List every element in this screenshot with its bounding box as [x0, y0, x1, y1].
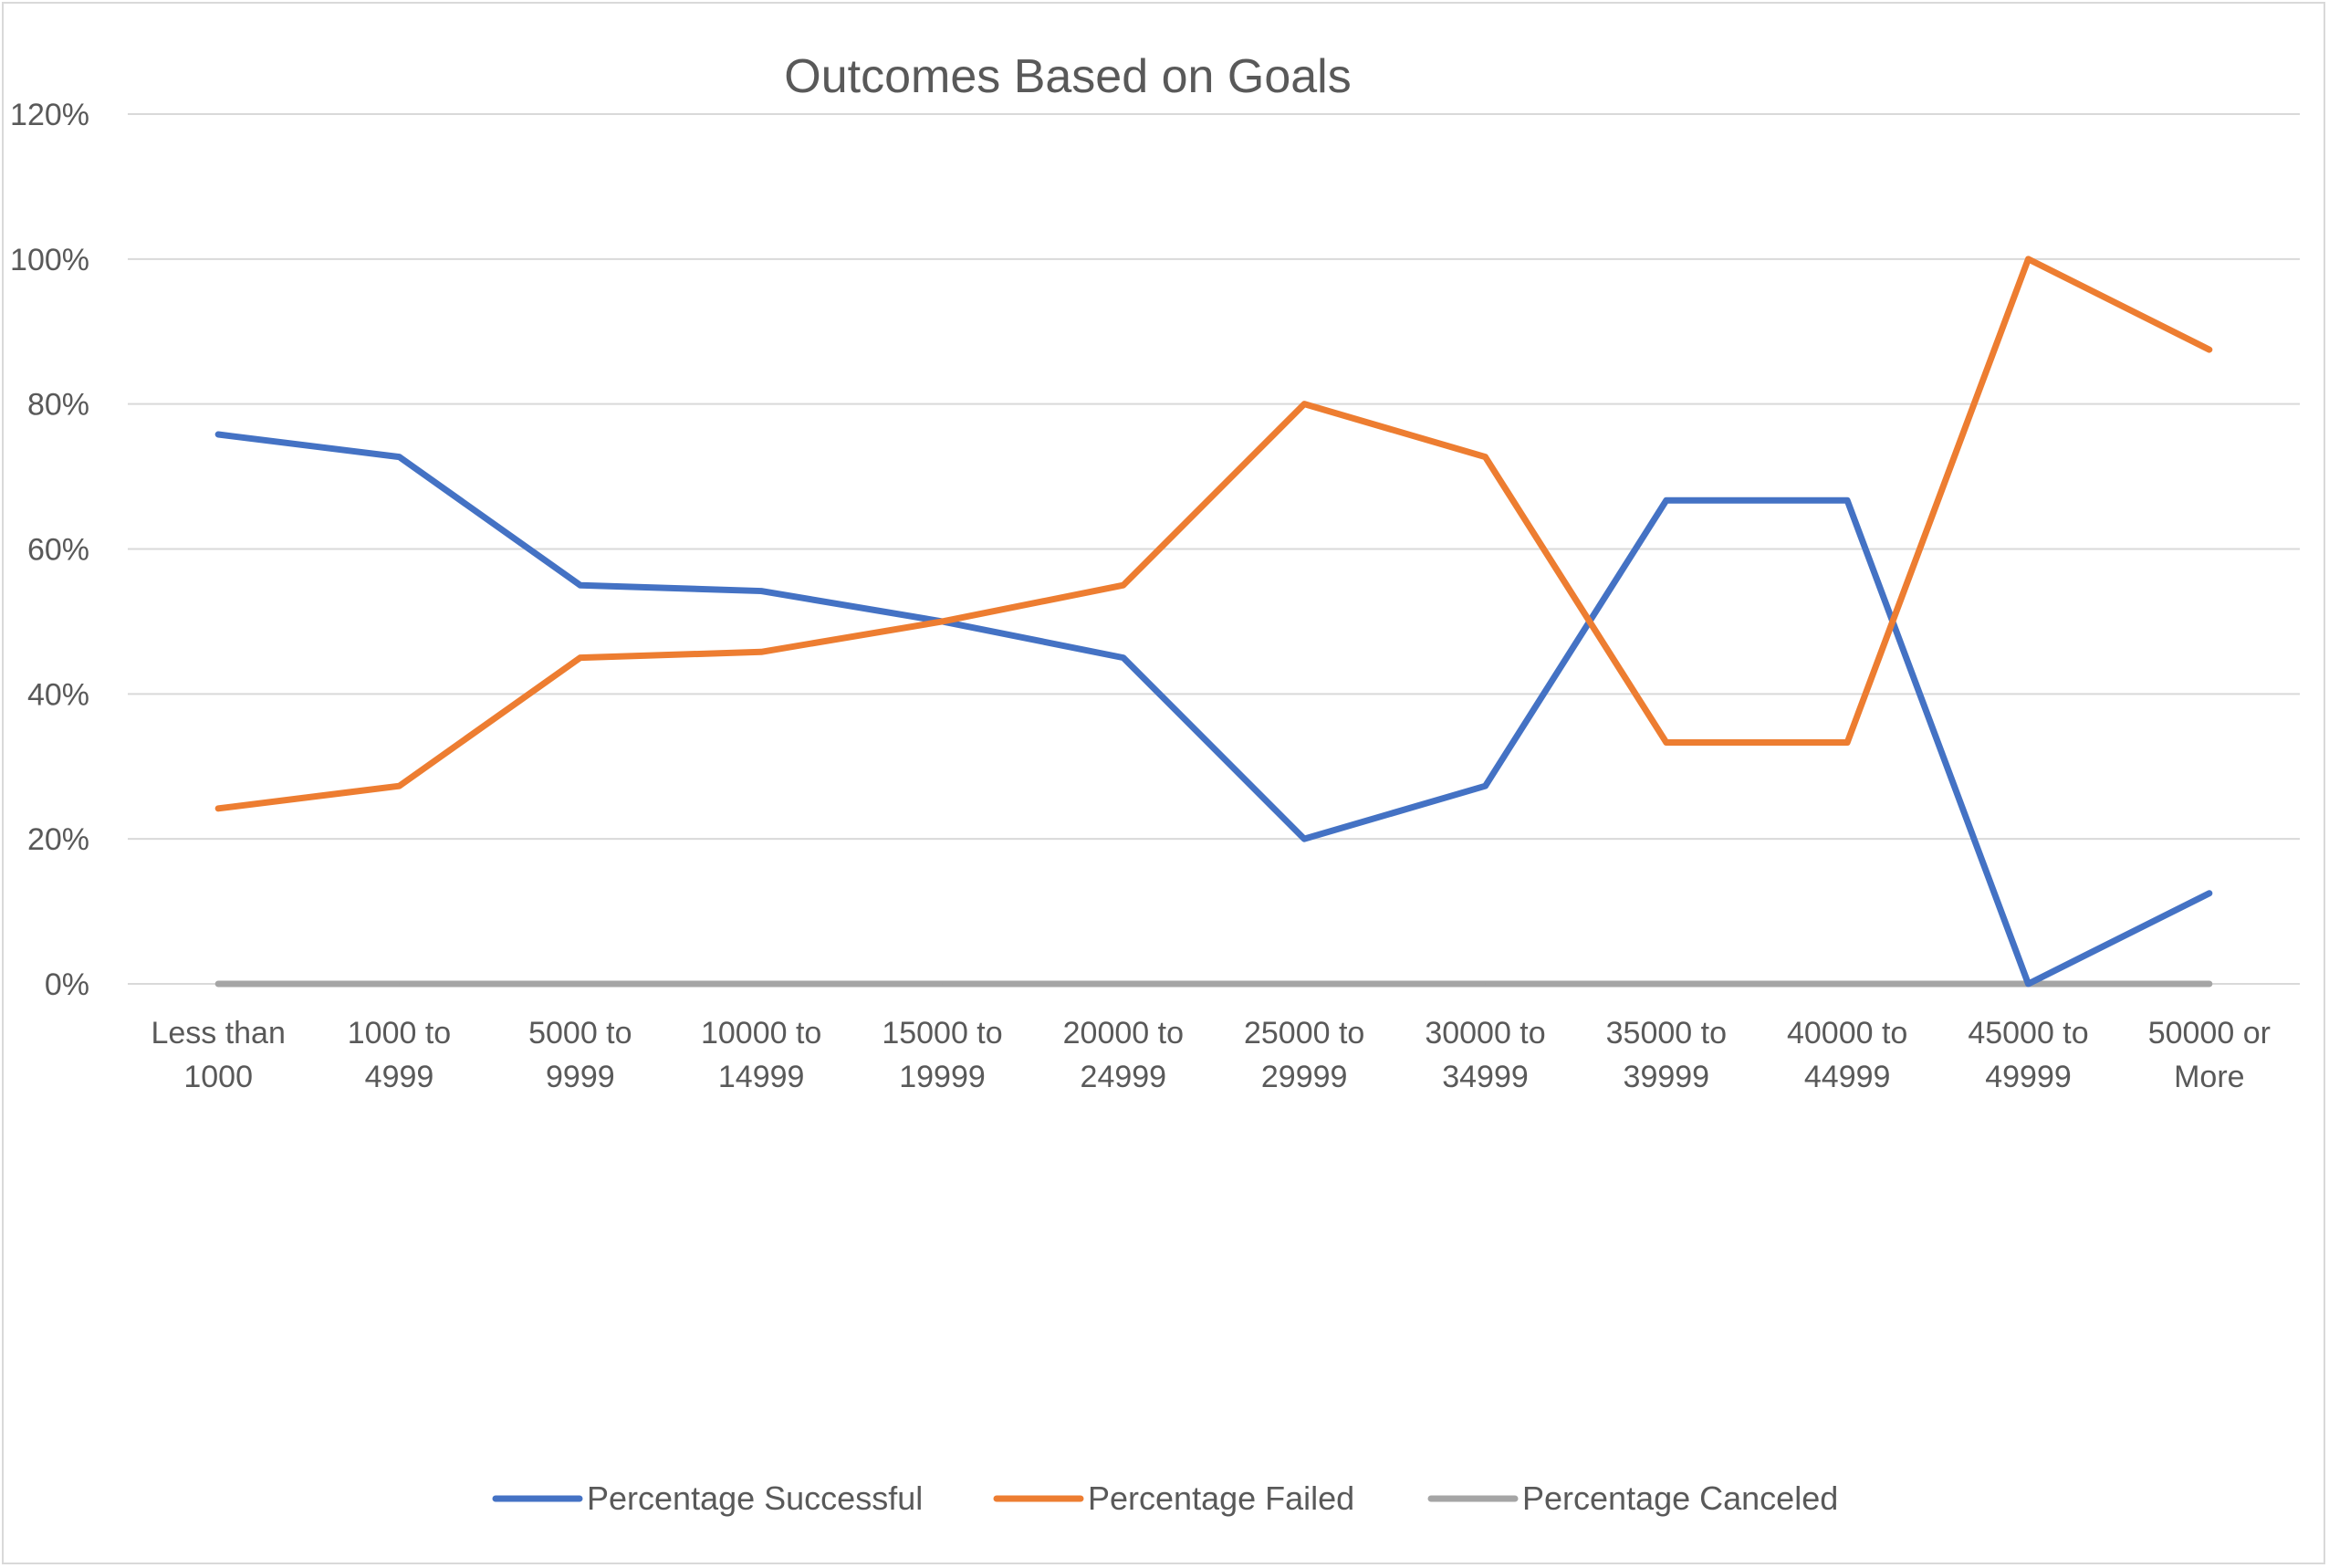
data-point	[217, 807, 220, 810]
data-point	[760, 590, 763, 592]
data-point	[1665, 983, 1667, 985]
data-point	[2208, 983, 2210, 985]
series-line-percentage-successful	[214, 431, 2213, 988]
y-tick-label: 80%	[27, 388, 89, 423]
data-point	[398, 983, 401, 985]
data-point	[1846, 499, 1849, 502]
data-point	[1303, 983, 1306, 985]
data-point	[1303, 838, 1306, 841]
data-point	[2027, 983, 2030, 985]
y-tick-label: 0%	[45, 967, 89, 1002]
data-point	[941, 620, 944, 622]
x-tick-label: Less than 1000	[151, 1016, 285, 1094]
data-point	[2208, 349, 2210, 351]
data-point	[941, 983, 944, 985]
data-point	[1484, 455, 1487, 458]
x-axis-ticks: Less than 1000 1000 to 4999 5000 to 9999 10000…	[151, 1016, 2271, 1094]
x-tick-label: 45000 to 49999	[1968, 1016, 2088, 1094]
y-tick-label: 20%	[27, 822, 89, 857]
x-tick-label: 25000 to 29999	[1244, 1016, 1364, 1094]
data-point	[398, 785, 401, 788]
y-tick-label: 40%	[27, 677, 89, 712]
y-tick-label: 100%	[10, 243, 89, 277]
data-point	[579, 656, 581, 659]
series-line-percentage-failed	[214, 256, 2213, 812]
data-point	[1665, 741, 1667, 744]
x-tick-label: 35000 to 39999	[1606, 1016, 1727, 1094]
chart-title: Outcomes Based on Goals	[784, 50, 1351, 103]
x-tick-label: 20000 to 24999	[1063, 1016, 1184, 1094]
data-point	[2208, 892, 2210, 894]
data-point	[1303, 402, 1306, 405]
data-point	[2027, 257, 2030, 260]
data-point	[1846, 741, 1849, 744]
data-point	[579, 584, 581, 587]
data-point	[398, 455, 401, 458]
data-point	[217, 983, 220, 985]
data-point	[1122, 656, 1124, 659]
x-tick-label: 30000 to 34999	[1425, 1016, 1545, 1094]
y-tick-label: 120%	[10, 98, 89, 132]
data-point	[1484, 983, 1487, 985]
x-tick-label: 15000 to 19999	[882, 1016, 1002, 1094]
y-tick-label: 60%	[27, 533, 89, 568]
x-tick-label: 10000 to 14999	[701, 1016, 821, 1094]
data-point	[1484, 785, 1487, 788]
data-point	[579, 983, 581, 985]
legend-label: Percentage Failed	[1088, 1479, 1354, 1517]
x-tick-label: 50000 or More	[2148, 1016, 2271, 1094]
data-point	[760, 651, 763, 653]
series-lines	[214, 256, 2213, 988]
data-point	[760, 983, 763, 985]
legend-label: Percentage Canceled	[1522, 1479, 1838, 1517]
gridlines	[128, 113, 2300, 985]
data-point	[217, 434, 220, 436]
x-tick-label: 1000 to 4999	[348, 1016, 451, 1094]
data-point	[1122, 983, 1124, 985]
y-axis-ticks: 0% 20% 40% 60% 80% 100% 120%	[10, 98, 89, 1002]
data-point	[1846, 983, 1849, 985]
x-tick-label: 5000 to 9999	[528, 1016, 632, 1094]
x-tick-label: 40000 to 44999	[1787, 1016, 1907, 1094]
data-point	[1122, 584, 1124, 587]
legend: Percentage Successful Percentage Failed Pe…	[492, 1479, 1838, 1517]
legend-label: Percentage Successful	[587, 1479, 923, 1517]
data-point	[1665, 499, 1667, 502]
